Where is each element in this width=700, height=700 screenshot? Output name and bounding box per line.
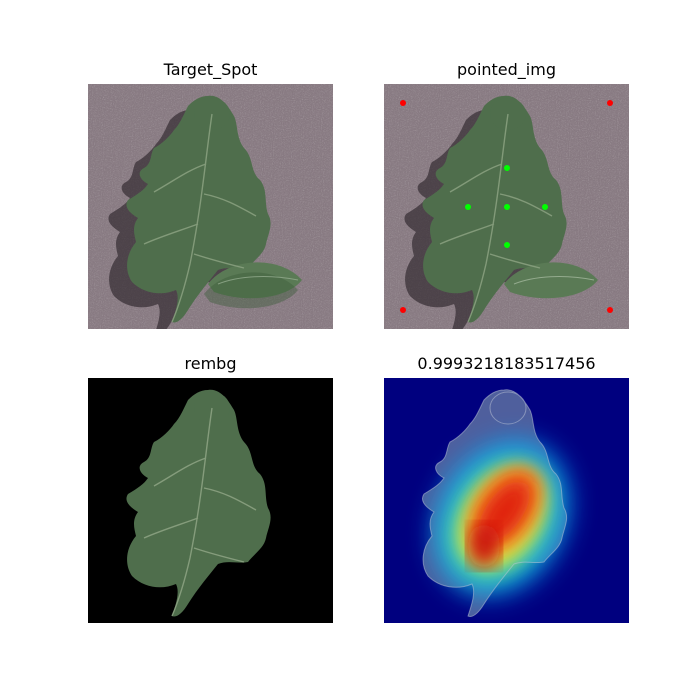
background-point-marker (400, 100, 406, 106)
foreground-point-marker (504, 242, 510, 248)
panel-rembg-image (88, 378, 333, 623)
panel-title-original: Target_Spot (163, 60, 258, 79)
background-point-marker (607, 307, 613, 313)
panel-pointed-image (384, 84, 629, 329)
foreground-point-marker (465, 204, 471, 210)
tomato-leaf-pointed-image (384, 84, 629, 329)
tomato-leaf-removed-background-image (88, 378, 333, 623)
background-point-marker (607, 100, 613, 106)
background-point-marker (400, 307, 406, 313)
tomato-leaf-image (88, 84, 333, 329)
panel-heatmap-image (384, 378, 629, 623)
panel-title-pointed: pointed_img (457, 60, 556, 79)
panel-original-image (88, 84, 333, 329)
foreground-point-marker (542, 204, 548, 210)
foreground-point-marker (504, 204, 510, 210)
panel-title-heatmap: 0.9993218183517456 (417, 354, 596, 373)
foreground-point-marker (504, 165, 510, 171)
panel-title-rembg: rembg (184, 354, 237, 373)
leaf-attention-heatmap (384, 378, 629, 623)
